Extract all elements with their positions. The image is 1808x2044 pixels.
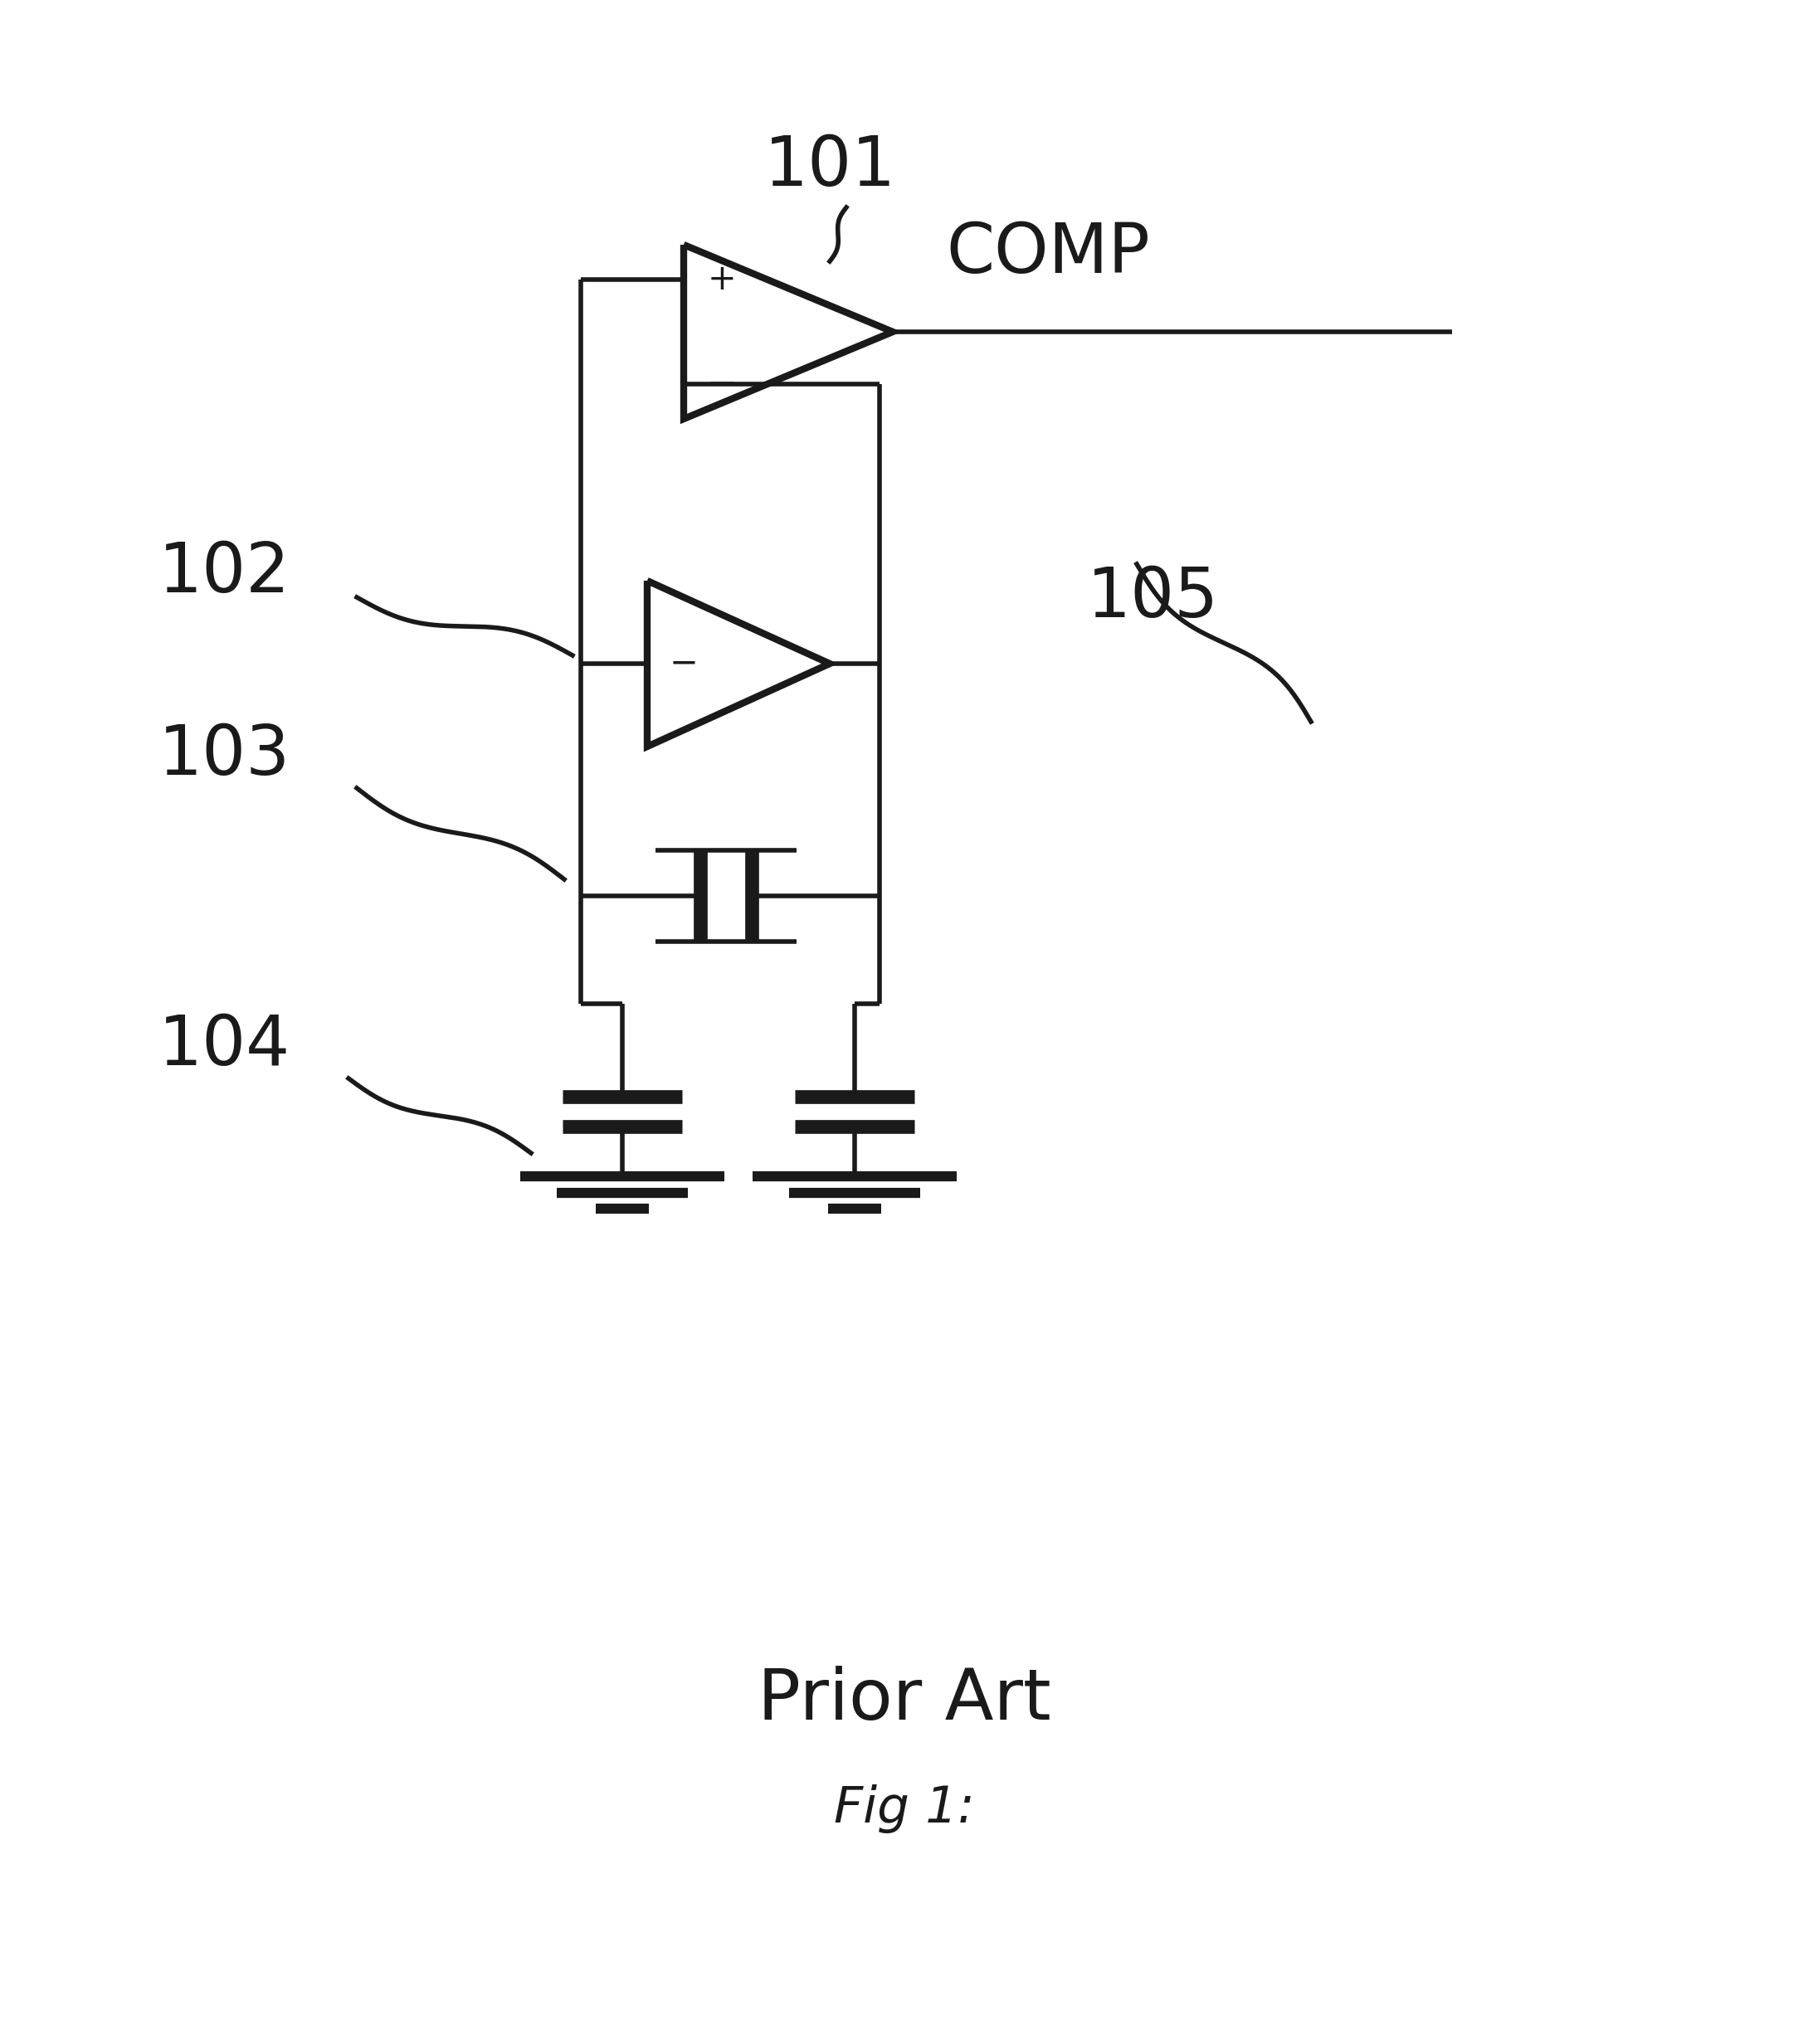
Text: 103: 103 <box>159 722 291 789</box>
Text: 105: 105 <box>1087 564 1219 632</box>
Text: 104: 104 <box>159 1012 291 1079</box>
Text: +: + <box>707 262 736 296</box>
Text: −: − <box>669 646 698 681</box>
Text: Prior Art: Prior Art <box>758 1666 1050 1735</box>
Text: 102: 102 <box>159 540 291 605</box>
Text: −: − <box>707 366 738 403</box>
Text: 101: 101 <box>763 133 895 200</box>
Text: Fig 1:: Fig 1: <box>833 1784 975 1833</box>
Text: COMP: COMP <box>946 219 1150 286</box>
